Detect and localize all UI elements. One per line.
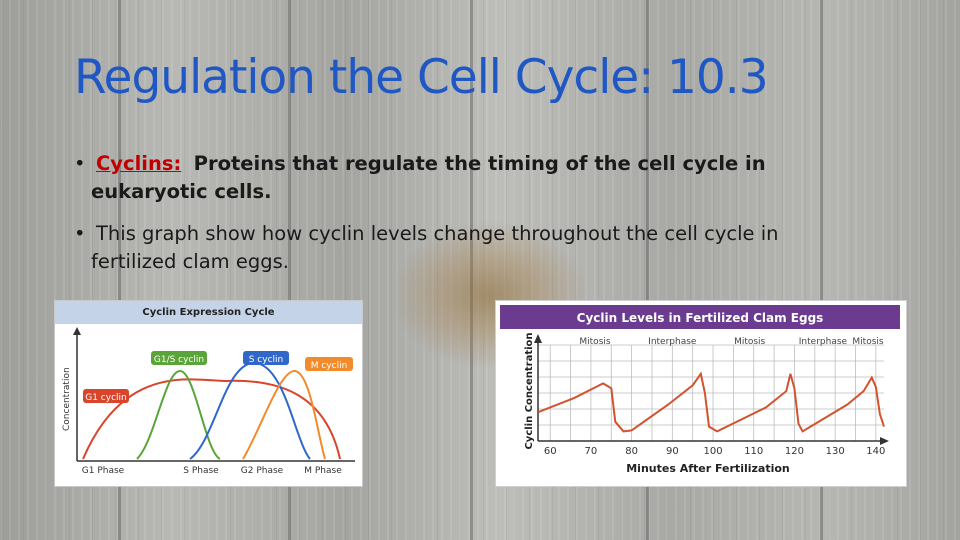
- left-chart-svg: Concentration G1/S cyclin S cyclin M cyc…: [62, 327, 355, 476]
- plank-divider: [820, 0, 823, 540]
- bullet-dot: •: [74, 222, 86, 245]
- bullet-text: Proteins that regulate the timing of the…: [193, 152, 766, 175]
- clam-x-tick-label: 130: [826, 446, 845, 457]
- clam-phase-labels: Mitosis Interphase Mitosis Interphase Mitosi…: [579, 337, 884, 347]
- m-label-box: [305, 357, 353, 371]
- clam-y-label: Cyclin Concentration: [524, 332, 535, 449]
- slide-title: Regulation the Cell Cycle: 10.3: [74, 50, 769, 105]
- clam-grid: [538, 344, 884, 442]
- clam-chart-svg: Cyclin Levels in Fertilized Clam Eggs Mi…: [500, 305, 900, 475]
- clam-x-label: Minutes After Fertilization: [626, 462, 790, 475]
- clam-x-tick-label: 110: [744, 446, 763, 457]
- clam-phase-label: Mitosis: [852, 337, 883, 347]
- bullet-cyclins: • Cyclins: Proteins that regulate the tim…: [74, 150, 766, 206]
- phase-label-s: S Phase: [183, 466, 219, 476]
- g1-cyclin-label: G1 cyclin: [85, 393, 127, 403]
- m-cyclin-label: M cyclin: [311, 361, 348, 371]
- clam-phase-label: Interphase: [648, 337, 697, 347]
- g1-label-box: [83, 389, 129, 403]
- clam-x-tick-label: 80: [625, 446, 638, 457]
- left-chart-title: Cyclin Expression Cycle: [55, 301, 362, 324]
- s-label-box: [243, 351, 289, 365]
- clam-x-ticks: 60 70 80 90 100 110 120 130 140: [544, 446, 886, 457]
- cyclin-expression-chart: Cyclin Expression Cycle Concentration G1…: [54, 300, 363, 487]
- clam-egg-cyclin-chart: Cyclin Levels in Fertilized Clam Eggs Mi…: [495, 300, 907, 487]
- left-y-label: Concentration: [62, 367, 72, 431]
- g1s-label-box: [151, 351, 207, 365]
- g1s-cyclin-label: G1/S cyclin: [154, 355, 204, 365]
- clam-cyclin-series-line: [537, 371, 885, 433]
- bullet-text-continued: eukaryotic cells.: [91, 180, 272, 203]
- phase-label-m: M Phase: [304, 466, 342, 476]
- clam-chart-title: Cyclin Levels in Fertilized Clam Eggs: [577, 311, 824, 325]
- left-y-arrow: [73, 327, 81, 335]
- phase-label-g1: G1 Phase: [82, 466, 125, 476]
- clam-phase-label: Interphase: [799, 337, 848, 347]
- clam-phase-label: Mitosis: [579, 337, 610, 347]
- clam-x-tick-label: 60: [544, 446, 557, 457]
- g1s-cyclin-curve: [136, 369, 221, 460]
- plank-divider: [646, 0, 649, 540]
- clam-x-tick-label: 100: [703, 446, 722, 457]
- s-cyclin-label: S cyclin: [249, 355, 284, 365]
- clam-x-arrow: [880, 437, 889, 445]
- clam-x-tick-label: 90: [666, 446, 679, 457]
- clam-x-tick-label: 140: [866, 446, 885, 457]
- m-cyclin-curve: [242, 370, 326, 460]
- bullet-term: Cyclins:: [96, 152, 182, 175]
- clam-x-tick-label: 120: [785, 446, 804, 457]
- phase-label-g2: G2 Phase: [241, 466, 284, 476]
- plank-divider: [288, 0, 291, 540]
- bullet-dot: •: [74, 152, 86, 175]
- clam-chart-header: [500, 305, 900, 329]
- bullet-text-continued: fertilized clam eggs.: [91, 250, 289, 273]
- bullet-graph-description: • This graph show how cyclin levels chang…: [74, 220, 779, 276]
- plank-divider: [118, 0, 121, 540]
- clam-x-tick-label: 70: [585, 446, 598, 457]
- clam-phase-label: Mitosis: [734, 337, 765, 347]
- bullet-text: This graph show how cyclin levels change…: [96, 222, 779, 245]
- clam-y-arrow: [534, 334, 542, 343]
